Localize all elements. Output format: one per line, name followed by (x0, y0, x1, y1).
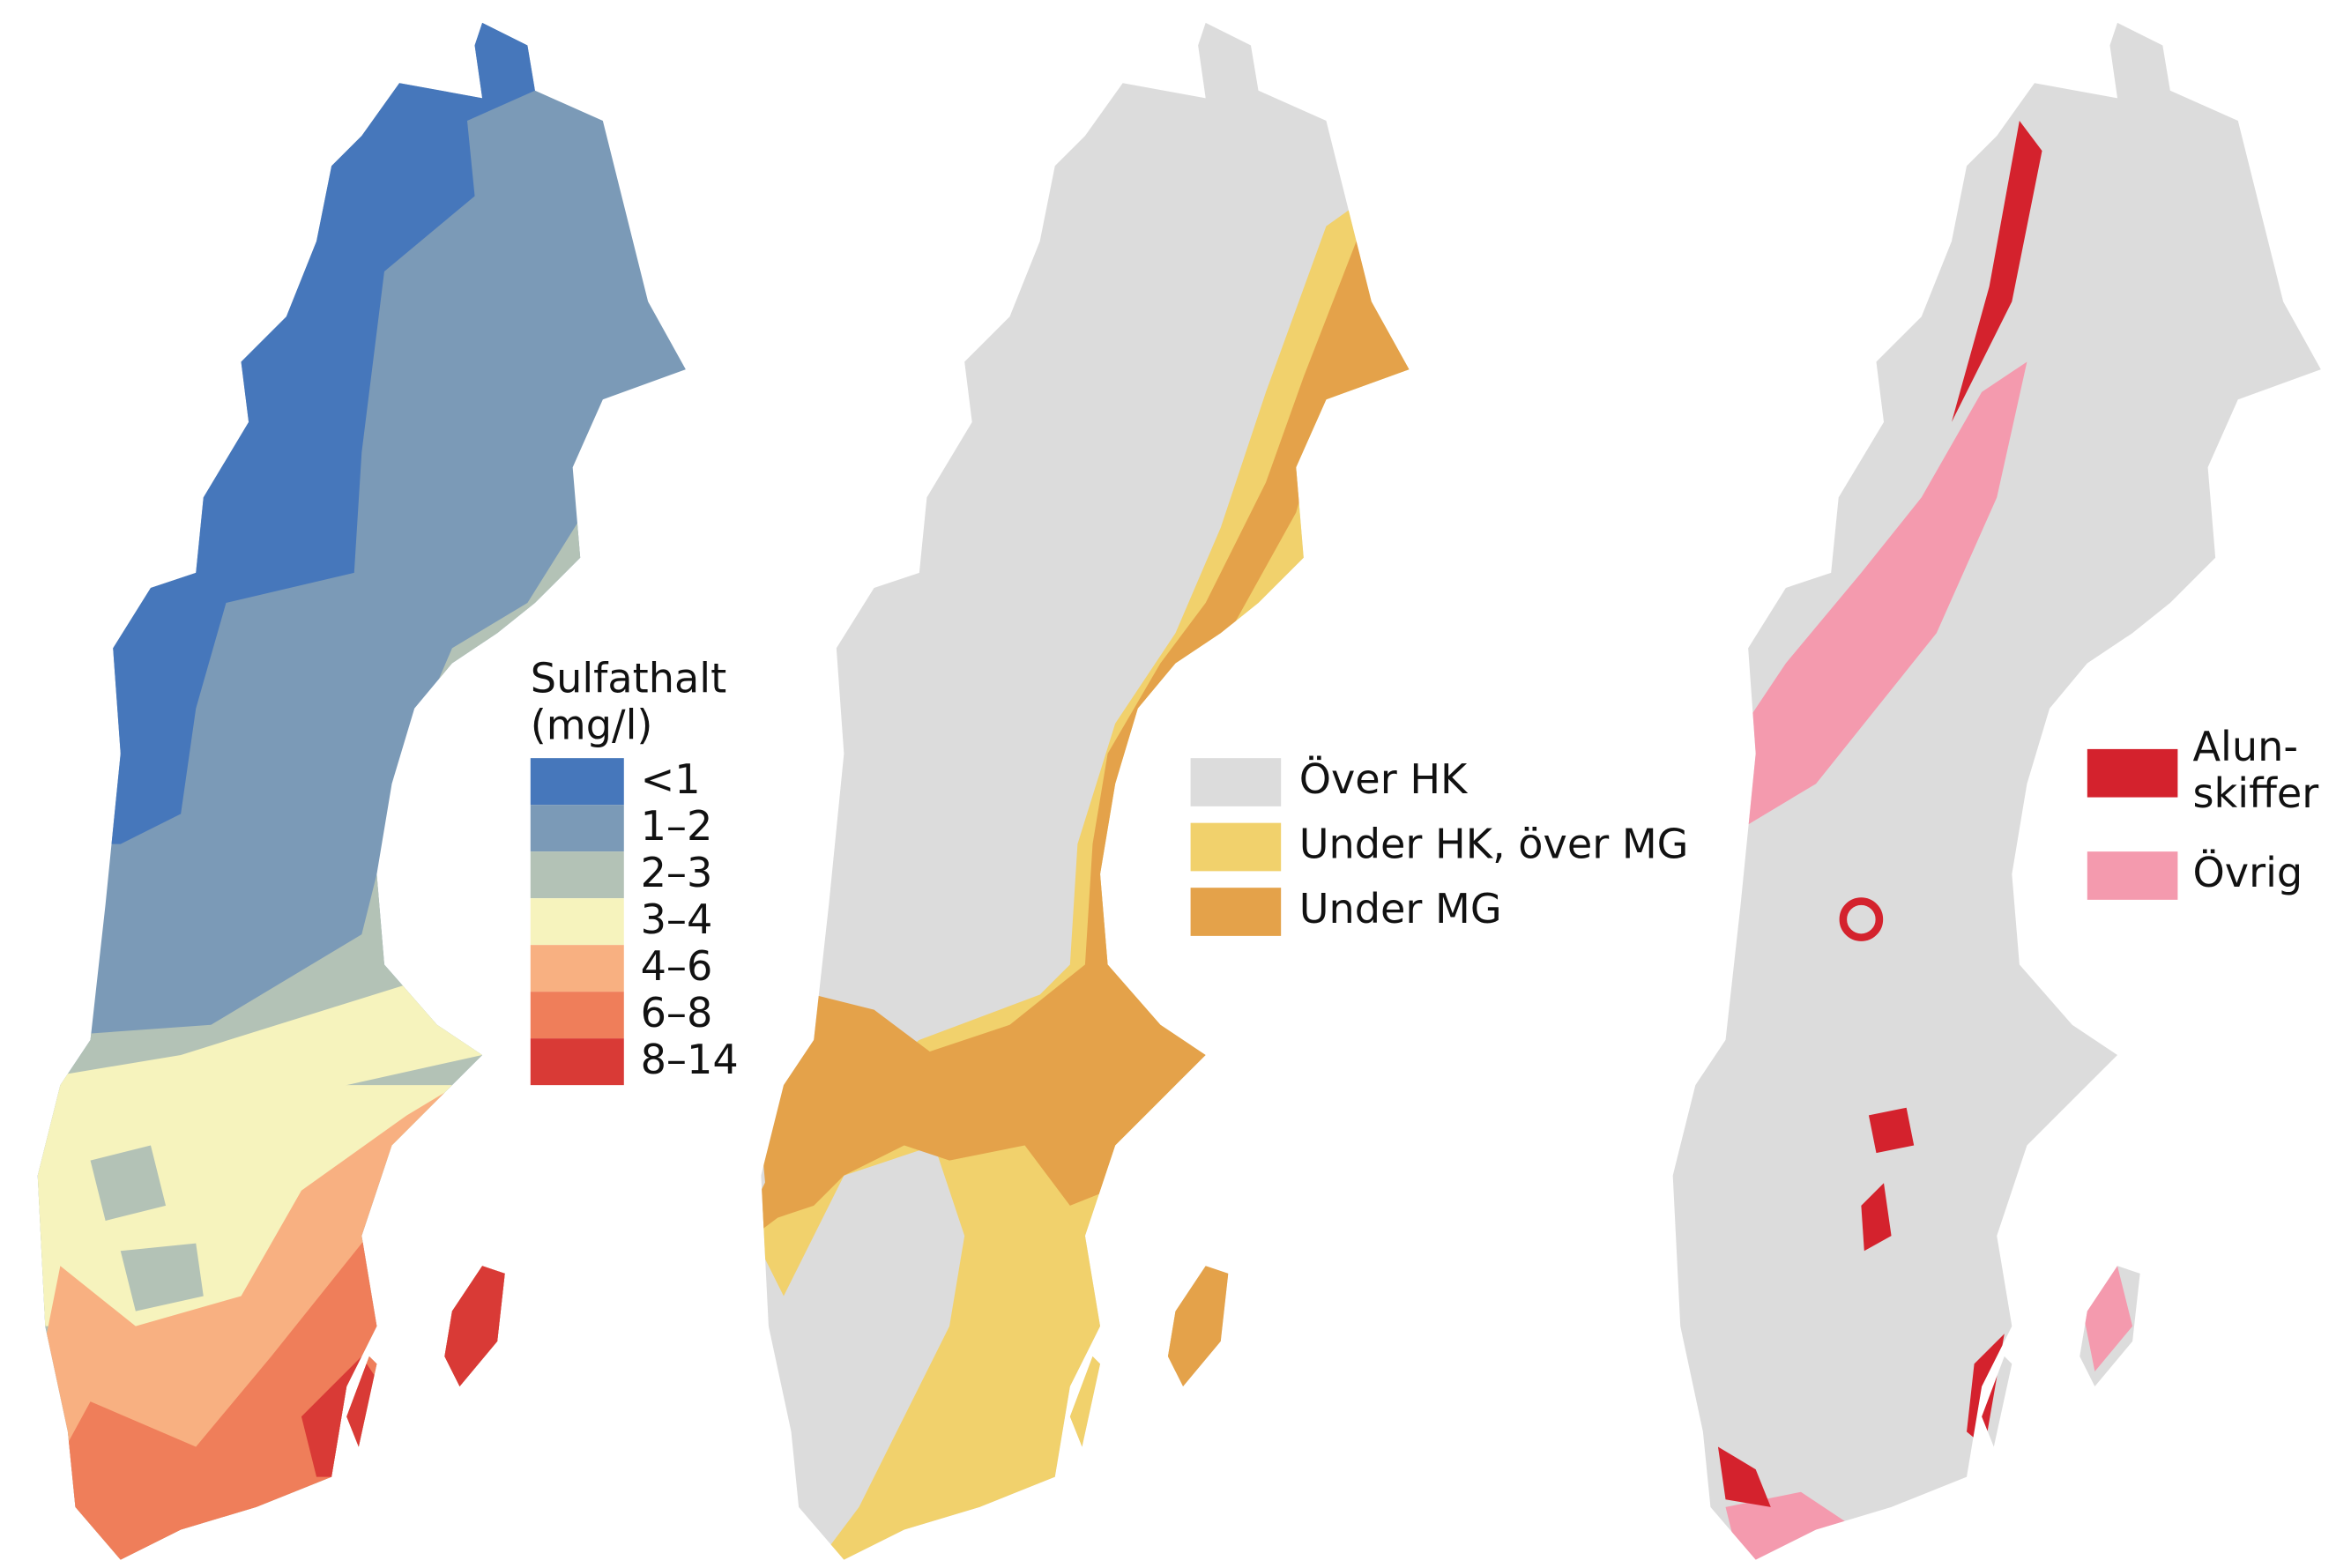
legend-swatch (1190, 888, 1282, 936)
legend-label: 4–6 (641, 942, 713, 990)
legend-swatch (530, 758, 624, 806)
legend-label: skiffer (2192, 769, 2318, 817)
legend-label: 6–8 (641, 989, 713, 1037)
legend-swatch (530, 805, 624, 852)
legend-label: Alun- (2192, 723, 2298, 770)
legend-title: (mg/l) (531, 701, 653, 748)
legend-swatch (530, 1038, 624, 1086)
legend-swatch (1190, 758, 1282, 806)
legend-swatch (2087, 851, 2178, 900)
legend-label: Övrig (2192, 849, 2303, 896)
legend-label: <1 (641, 755, 701, 803)
legend-label: 8–14 (641, 1036, 739, 1083)
legend-label: Under MG (1299, 885, 1502, 933)
legend-swatch (2087, 748, 2178, 798)
map-shale (1672, 22, 2321, 1560)
legend-label: Under HK, över MG (1299, 821, 1689, 868)
legend-title: Sulfathalt (531, 654, 726, 702)
legend-swatch (530, 851, 624, 899)
legend-swatch (530, 992, 624, 1039)
legend-label: 1–2 (641, 802, 713, 850)
legend-swatch (530, 945, 624, 992)
legend-label: 2–3 (641, 849, 713, 896)
legend-label: Över HK (1299, 755, 1469, 803)
legend-swatch (1190, 822, 1282, 872)
legend-swatch (530, 898, 624, 946)
legend-label: 3–4 (641, 895, 713, 943)
